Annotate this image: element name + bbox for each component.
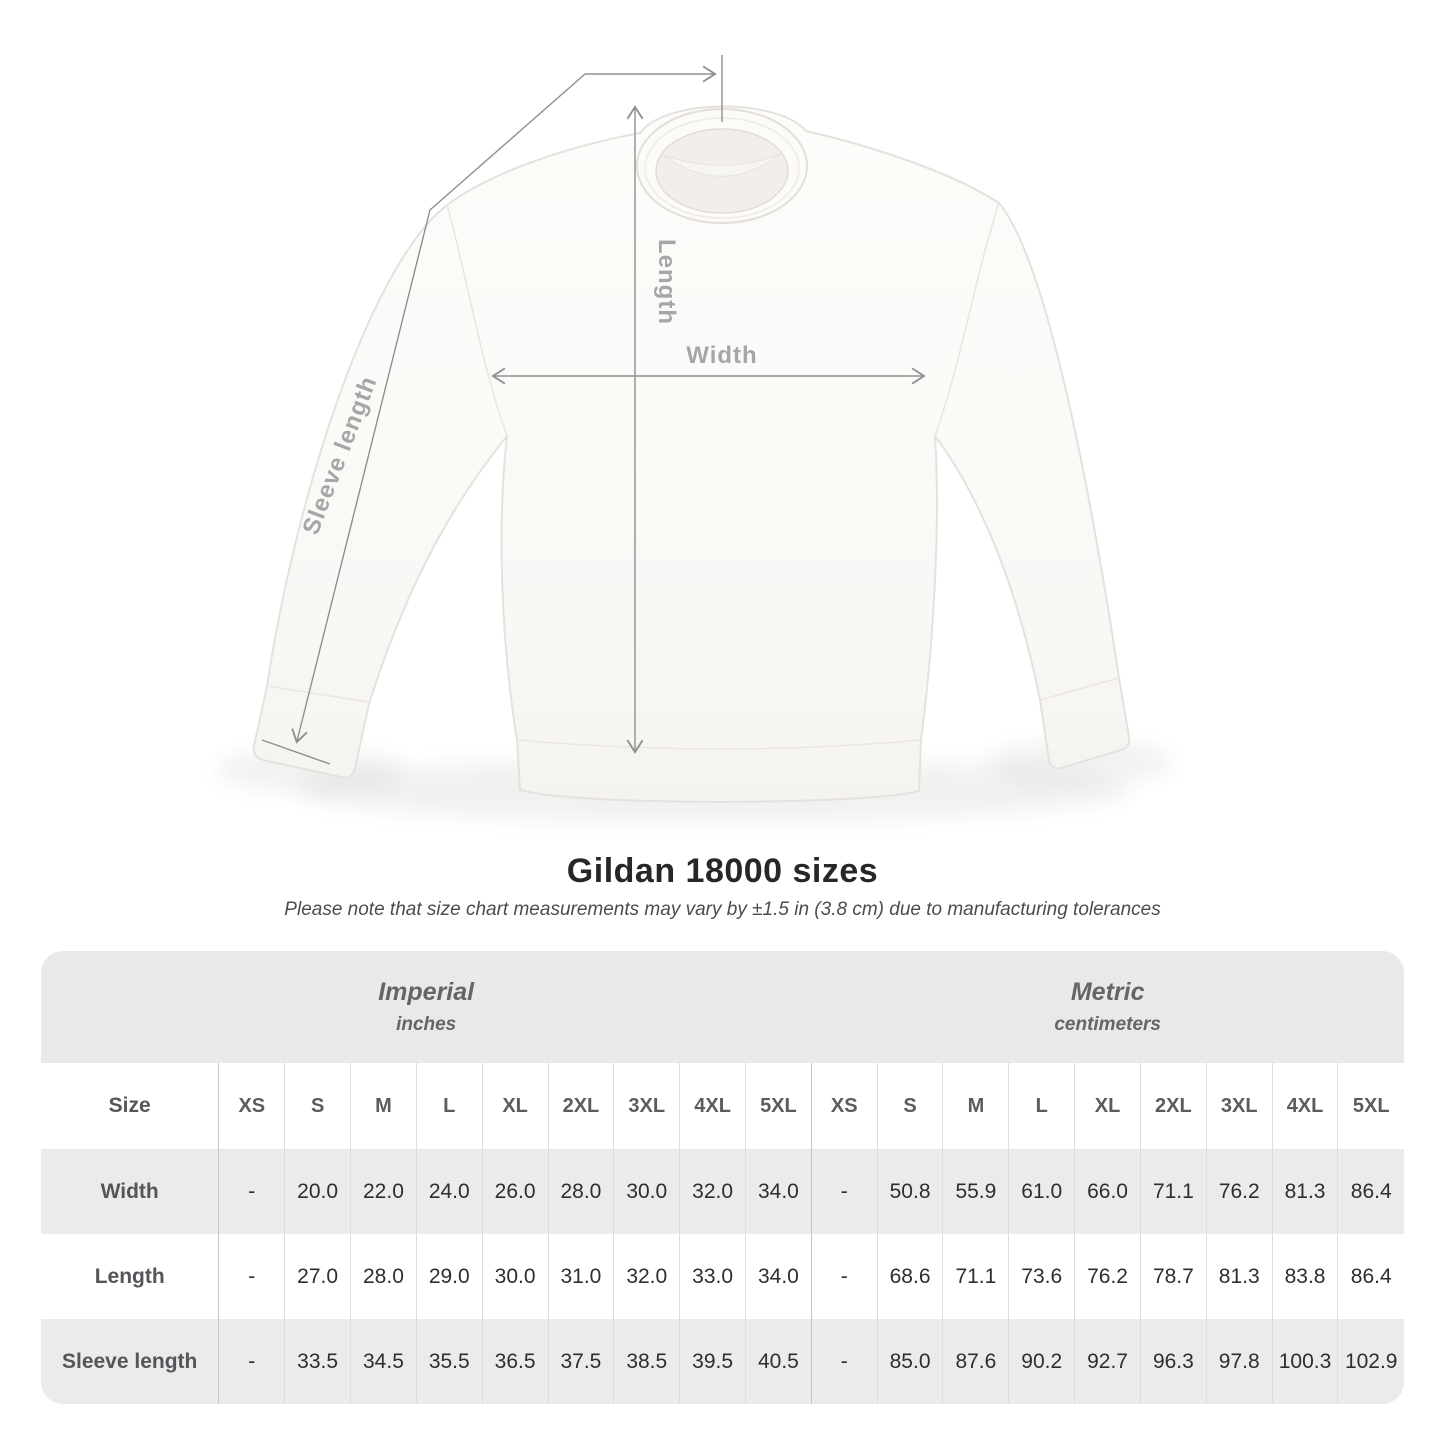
- size-header-cell: M: [350, 1063, 417, 1149]
- table-row-width: Width - 20.0 22.0 24.0 26.0 28.0 30.0 32…: [41, 1149, 1404, 1234]
- value-cell: 66.0: [1074, 1149, 1141, 1234]
- size-header-cell: 5XL: [1337, 1063, 1404, 1149]
- value-cell: 32.0: [613, 1234, 680, 1319]
- value-cell: -: [810, 1149, 878, 1234]
- value-cell: 20.0: [284, 1149, 351, 1234]
- size-header-cell: 2XL: [1139, 1063, 1207, 1149]
- product-figure: Width Length Sleeve length: [215, 55, 1175, 822]
- table-row-length: Length - 27.0 28.0 29.0 30.0 31.0 32.0 3…: [41, 1234, 1404, 1319]
- value-cell: -: [218, 1319, 285, 1404]
- page-title: Gildan 18000 sizes: [566, 852, 879, 890]
- size-header-cell: 2XL: [547, 1063, 614, 1149]
- value-cell: 40.5: [745, 1319, 812, 1404]
- value-cell: 78.7: [1139, 1234, 1207, 1319]
- value-cell: -: [218, 1234, 285, 1319]
- value-cell: 100.3: [1271, 1319, 1338, 1404]
- value-cell: 73.6: [1008, 1234, 1075, 1319]
- value-cell: 96.3: [1139, 1319, 1207, 1404]
- value-cell: 38.5: [613, 1319, 680, 1404]
- value-cell: 32.0: [679, 1149, 746, 1234]
- value-cell: 36.5: [481, 1319, 549, 1404]
- value-cell: 55.9: [942, 1149, 1009, 1234]
- value-cell: 90.2: [1008, 1319, 1075, 1404]
- value-cell: 86.4: [1337, 1149, 1404, 1234]
- imperial-sublabel: inches: [396, 1014, 457, 1035]
- size-table: Imperial inches Metric centimeters Size …: [41, 951, 1404, 1404]
- size-column-header: Size: [41, 1063, 219, 1149]
- value-cell: 26.0: [481, 1149, 549, 1234]
- value-cell: 86.4: [1337, 1234, 1404, 1319]
- table-row-sleeve-length: Sleeve length - 33.5 34.5 35.5 36.5 37.5…: [41, 1319, 1404, 1404]
- metric-sublabel: centimeters: [1054, 1014, 1161, 1035]
- value-cell: 24.0: [415, 1149, 483, 1234]
- row-label: Width: [41, 1149, 219, 1234]
- value-cell: 33.0: [679, 1234, 746, 1319]
- size-header-cell: 4XL: [679, 1063, 746, 1149]
- sweatshirt-measurement-diagram: Width Length Sleeve length: [215, 55, 1175, 822]
- value-cell: 39.5: [679, 1319, 746, 1404]
- size-header-cell: XL: [481, 1063, 549, 1149]
- value-cell: 35.5: [415, 1319, 483, 1404]
- value-cell: 71.1: [942, 1234, 1009, 1319]
- metric-label: Metric: [1070, 978, 1145, 1006]
- value-cell: 30.0: [481, 1234, 549, 1319]
- tolerance-note: Please note that size chart measurements…: [284, 899, 1161, 920]
- width-measure-label: Width: [686, 342, 757, 369]
- value-cell: 27.0: [284, 1234, 351, 1319]
- value-cell: -: [810, 1319, 878, 1404]
- value-cell: 76.2: [1205, 1149, 1273, 1234]
- value-cell: 81.3: [1271, 1149, 1338, 1234]
- value-cell: 34.5: [350, 1319, 417, 1404]
- size-header-cell: 4XL: [1271, 1063, 1338, 1149]
- value-cell: 81.3: [1205, 1234, 1273, 1319]
- size-header-cell: S: [876, 1063, 943, 1149]
- value-cell: 76.2: [1074, 1234, 1141, 1319]
- size-header-cell: XL: [1074, 1063, 1141, 1149]
- size-header-cell: XS: [218, 1063, 285, 1149]
- size-header-cell: 5XL: [745, 1063, 812, 1149]
- size-header-row: Size XS S M L XL 2XL 3XL 4XL 5XL XS S M …: [41, 1063, 1404, 1149]
- imperial-label: Imperial: [378, 978, 475, 1006]
- value-cell: 28.0: [547, 1149, 614, 1234]
- value-cell: 85.0: [876, 1319, 943, 1404]
- size-header-cell: S: [284, 1063, 351, 1149]
- metric-group-header: Metric centimeters: [811, 951, 1404, 1063]
- value-cell: 37.5: [547, 1319, 614, 1404]
- sleeve-measure-cuff-tick: [261, 739, 331, 765]
- value-cell: 29.0: [415, 1234, 483, 1319]
- size-header-cell: L: [1008, 1063, 1075, 1149]
- value-cell: 97.8: [1205, 1319, 1273, 1404]
- value-cell: -: [218, 1149, 285, 1234]
- sleeve-measure-line: [291, 73, 586, 744]
- size-header-cell: XS: [810, 1063, 878, 1149]
- size-header-cell: 3XL: [1205, 1063, 1273, 1149]
- value-cell: 30.0: [613, 1149, 680, 1234]
- unit-group-header-row: Imperial inches Metric centimeters: [41, 951, 1404, 1063]
- value-cell: 87.6: [942, 1319, 1009, 1404]
- size-header-cell: M: [942, 1063, 1009, 1149]
- value-cell: 34.0: [745, 1149, 812, 1234]
- value-cell: 92.7: [1074, 1319, 1141, 1404]
- sweatshirt-illustration: [252, 105, 1131, 803]
- value-cell: 22.0: [350, 1149, 417, 1234]
- value-cell: 61.0: [1008, 1149, 1075, 1234]
- value-cell: 28.0: [350, 1234, 417, 1319]
- size-table-container: Imperial inches Metric centimeters Size …: [41, 951, 1404, 1404]
- value-cell: 71.1: [1139, 1149, 1207, 1234]
- value-cell: 68.6: [876, 1234, 943, 1319]
- imperial-group-header: Imperial inches: [41, 951, 812, 1063]
- size-header-cell: 3XL: [613, 1063, 680, 1149]
- value-cell: 33.5: [284, 1319, 351, 1404]
- length-measure-label: Length: [653, 239, 680, 325]
- value-cell: 34.0: [745, 1234, 812, 1319]
- value-cell: 102.9: [1337, 1319, 1404, 1404]
- row-label: Length: [41, 1234, 219, 1319]
- size-header-cell: L: [415, 1063, 483, 1149]
- value-cell: 50.8: [876, 1149, 943, 1234]
- value-cell: 31.0: [547, 1234, 614, 1319]
- value-cell: -: [810, 1234, 878, 1319]
- measurement-lines: [261, 55, 926, 765]
- value-cell: 83.8: [1271, 1234, 1338, 1319]
- row-label: Sleeve length: [41, 1319, 219, 1404]
